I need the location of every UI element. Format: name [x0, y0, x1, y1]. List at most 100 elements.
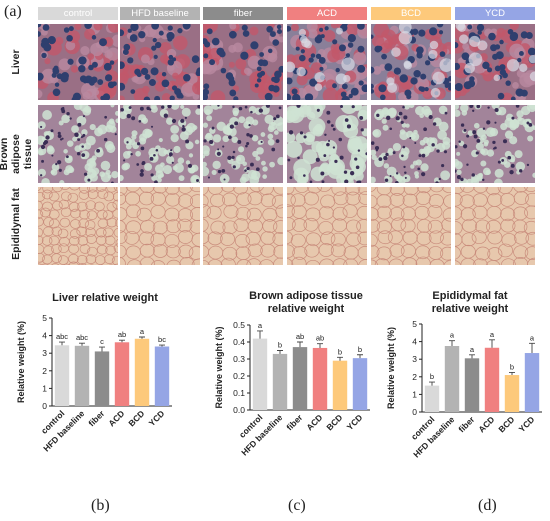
y-tick-label: 4 [412, 337, 417, 347]
y-tick-label: 0.4 [233, 337, 245, 347]
error-bar [509, 371, 515, 376]
bar-control [424, 385, 440, 412]
histology-image-bat-fiber [203, 105, 283, 183]
x-tick-label: YCD [345, 412, 365, 432]
bar-control [252, 338, 268, 410]
error-bar [529, 342, 535, 354]
x-tick-label: YCD [147, 408, 167, 428]
error-bar [429, 381, 435, 386]
chart-title-brown-adipose: Brown adipose tissue relative weight [249, 290, 363, 315]
significance-letter: abc [56, 332, 68, 341]
x-tick-label: fiber [456, 414, 477, 435]
significance-letter: a [470, 345, 475, 354]
bar-control [54, 345, 70, 406]
x-tick-label: fiber [284, 412, 305, 433]
significance-letter: a [450, 331, 455, 340]
bar-acd [484, 347, 500, 412]
y-tick-label: 2 [42, 366, 47, 376]
histology-image-liver-acd [287, 24, 367, 100]
error-bar [159, 344, 165, 347]
y-tick-label: 3 [412, 354, 417, 364]
bar-hfd-baseline [444, 346, 460, 412]
histology-image-fat-ycd [455, 187, 535, 265]
y-tick-label: 0.3 [233, 354, 245, 364]
bar-ycd [524, 353, 540, 412]
chart-title-liver: Liver relative weight [52, 292, 158, 304]
histology-image-liver-fiber [203, 24, 283, 100]
significance-letter: ab [296, 332, 304, 341]
histology-image-bat-acd [287, 105, 367, 183]
error-bar [79, 342, 85, 346]
error-bar [139, 336, 145, 339]
histology-image-liver-bcd [371, 24, 451, 100]
significance-letter: b [358, 345, 362, 354]
significance-letter: bc [158, 335, 166, 344]
x-tick-label: fiber [86, 408, 107, 429]
bar-ycd [154, 346, 170, 406]
significance-letter: b [430, 372, 434, 381]
significance-letter: a [258, 321, 263, 330]
histology-image-fat-hfd-baseline [120, 187, 200, 265]
y-tick-label: 0.5 [233, 320, 245, 330]
y-tick-label: 0 [412, 407, 417, 417]
error-bar [337, 356, 343, 361]
significance-letter: a [530, 333, 535, 342]
y-tick-label: 2 [412, 372, 417, 382]
y-tick-label: 1 [42, 383, 47, 393]
panel-label-d: (d) [478, 497, 497, 514]
bar-hfd-baseline [272, 353, 288, 410]
error-bar [119, 339, 125, 343]
bar-ycd [352, 358, 368, 410]
y-tick-label: 5 [412, 319, 417, 329]
row-label-brown-adipose-text: Brown adipose tissue [0, 134, 34, 174]
x-tick-label: YCD [517, 414, 537, 434]
bar-fiber [94, 351, 110, 406]
bar-fiber [292, 347, 308, 410]
histology-image-fat-acd [287, 187, 367, 265]
y-tick-label: 5 [42, 313, 47, 323]
significance-letter: b [510, 362, 514, 371]
y-tick-label: 4 [42, 331, 47, 341]
y-axis-label: Relative weight (%) [16, 321, 26, 403]
chart-title-epididymal: Epididymal fat relative weight [431, 290, 509, 315]
error-bar [59, 341, 65, 346]
panel-label-b: (b) [91, 497, 110, 514]
y-tick-label: 0.2 [233, 371, 245, 381]
group-header-hfd-baseline: HFD baseline [120, 7, 200, 20]
error-bar [99, 346, 105, 352]
error-bar [317, 343, 323, 348]
bar-hfd-baseline [74, 345, 90, 406]
histology-image-fat-bcd [371, 187, 451, 265]
significance-letter: abc [76, 333, 88, 342]
y-tick-label: 0.1 [233, 388, 245, 398]
significance-letter: b [278, 341, 282, 350]
histology-image-liver-hfd-baseline [120, 24, 200, 100]
significance-letter: a [140, 327, 145, 336]
row-label-liver: Liver [10, 49, 22, 75]
bar-bcd [504, 375, 520, 412]
error-bar [277, 350, 283, 354]
x-tick-label: BCD [126, 408, 146, 428]
histology-image-bat-bcd [371, 105, 451, 183]
error-bar [257, 330, 263, 339]
row-label-brown-adipose: Brown adipose tissue [0, 118, 34, 190]
error-bar [297, 341, 303, 348]
row-label-epididymal-fat: Epididymal fat [10, 188, 22, 260]
x-tick-label: ACD [476, 414, 496, 434]
histology-image-liver-control [38, 24, 118, 100]
error-bar [489, 339, 495, 348]
bar-bcd [134, 338, 150, 406]
y-tick-label: 0 [42, 401, 47, 411]
group-header-bcd: BCD [371, 7, 451, 20]
group-header-control: control [38, 7, 118, 20]
x-tick-label: BCD [324, 412, 344, 432]
group-header-fiber: fiber [203, 7, 283, 20]
bar-acd [114, 342, 130, 406]
error-bar [469, 354, 475, 359]
group-header-acd: ACD [287, 7, 367, 20]
histology-image-bat-control [38, 105, 118, 183]
x-tick-label: BCD [496, 414, 516, 434]
significance-letter: ab [118, 330, 126, 339]
